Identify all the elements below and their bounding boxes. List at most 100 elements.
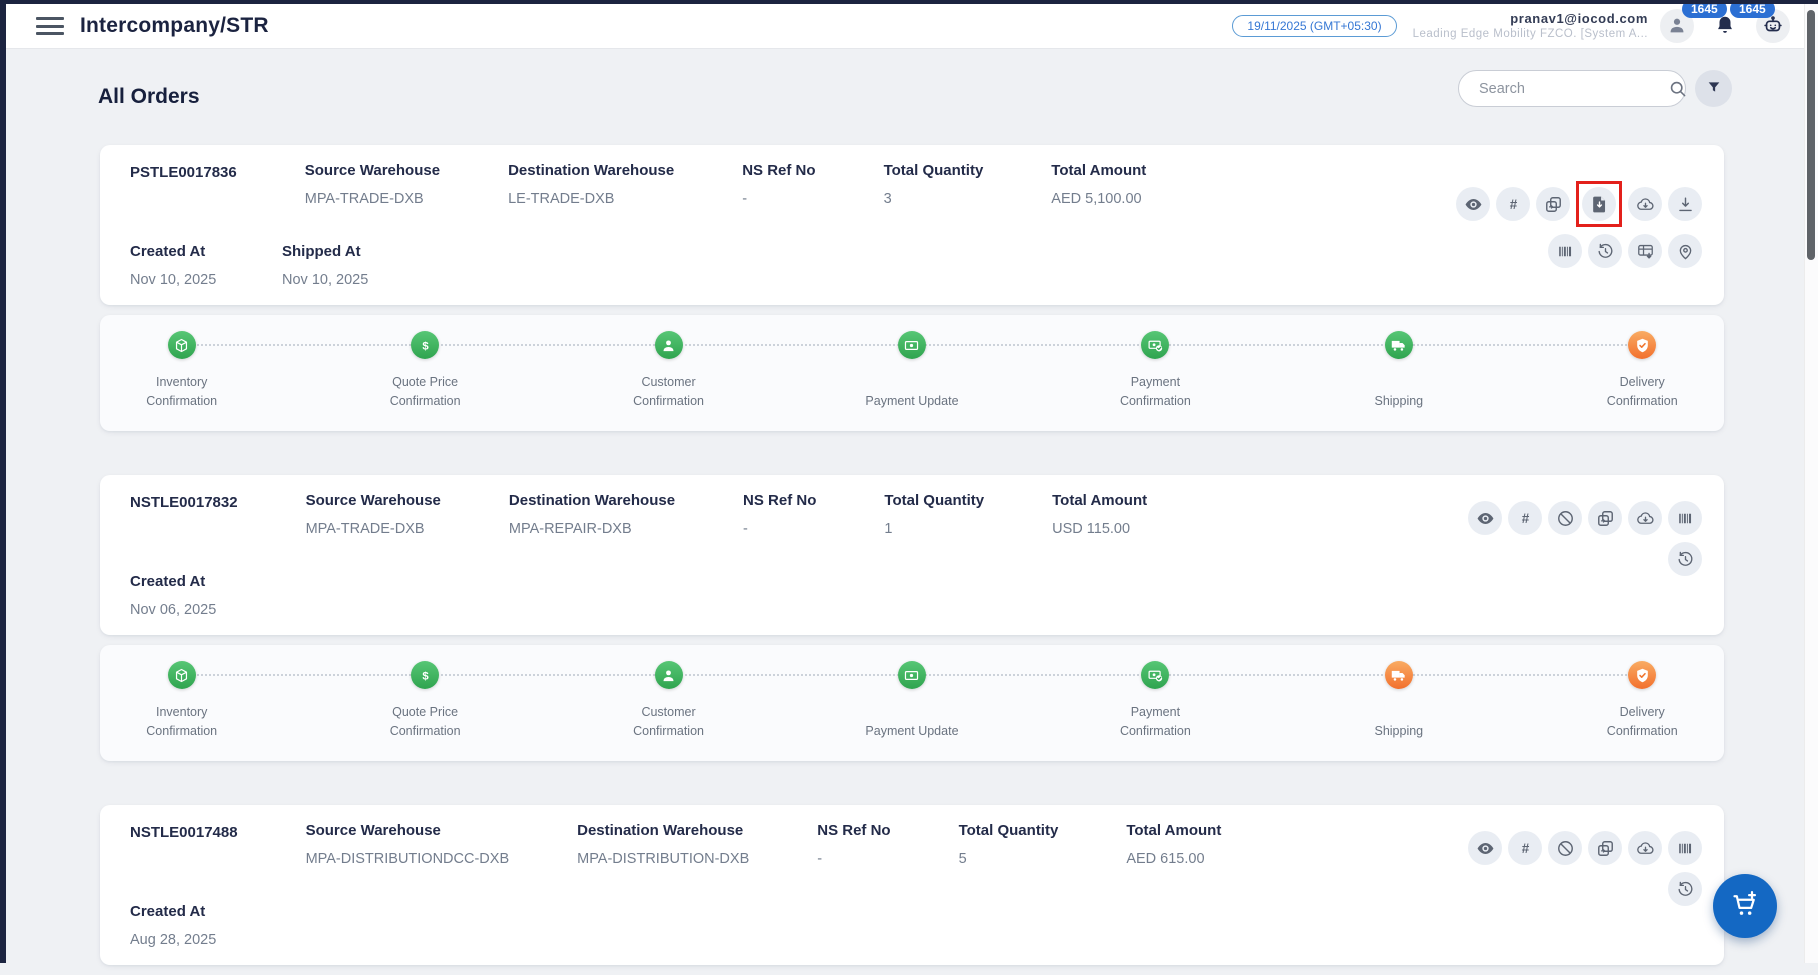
barcode-button[interactable]	[1668, 831, 1702, 865]
order-actions: #	[1456, 181, 1702, 268]
user-email: pranav1@iocod.com	[1510, 10, 1648, 26]
timeline-step-label: Quote Price Confirmation	[389, 375, 461, 408]
timeline-step: Shipping	[1277, 661, 1520, 741]
duplicate-button[interactable]	[1536, 187, 1570, 221]
svg-text:$: $	[422, 340, 429, 352]
page-title: All Orders	[98, 85, 200, 109]
filter-button[interactable]	[1695, 70, 1732, 107]
order-date-fields: Created At Nov 10, 2025 Shipped At Nov 10, …	[130, 243, 1700, 288]
block-icon	[1556, 839, 1575, 858]
hash-icon: #	[1504, 195, 1523, 214]
hash-button[interactable]: #	[1508, 501, 1542, 535]
field-value: LE-TRADE-DXB	[508, 191, 615, 207]
block-button[interactable]	[1548, 501, 1582, 535]
search-icon[interactable]	[1668, 79, 1687, 98]
search-input[interactable]	[1477, 79, 1668, 98]
timeline-step: Inventory Confirmation	[60, 661, 303, 741]
history-button[interactable]	[1668, 542, 1702, 576]
actions-row: #	[1456, 181, 1702, 227]
block-button[interactable]	[1548, 831, 1582, 865]
order-card: PSTLE0017836 Source Warehouse MPA-TRADE-D…	[100, 145, 1724, 305]
timeline-step-label: Shipping	[1374, 394, 1424, 408]
svg-text:#: #	[1509, 196, 1517, 211]
bell-icon[interactable]	[1708, 9, 1742, 43]
field-total-quantity: Total Quantity 1	[884, 492, 984, 537]
field-label: Destination Warehouse	[577, 822, 744, 839]
eye-button[interactable]	[1468, 501, 1502, 535]
eye-button[interactable]	[1468, 831, 1502, 865]
eye-button[interactable]	[1456, 187, 1490, 221]
file-download-button[interactable]	[1582, 187, 1616, 221]
timeline-step: Delivery Confirmation	[1521, 661, 1764, 741]
shipping-icon	[1384, 331, 1413, 359]
history-button[interactable]	[1588, 234, 1622, 268]
field-label: Source Warehouse	[304, 162, 441, 179]
timeline-step-label: Quote Price Confirmation	[389, 705, 461, 738]
top-bar: Intercompany/STR 19/11/2025 (GMT+05:30) …	[6, 0, 1804, 49]
cloud-download-icon	[1636, 509, 1655, 528]
menu-icon[interactable]	[36, 16, 64, 36]
order-header-fields: NSTLE0017832 Source Warehouse MPA-TRADE-D…	[130, 492, 1700, 537]
highlight-box	[1576, 181, 1622, 227]
download-button[interactable]	[1668, 187, 1702, 221]
top-edge-bar	[0, 0, 1818, 4]
order-header-fields: NSTLE0017488 Source Warehouse MPA-DISTRIB…	[130, 822, 1700, 867]
timeline-step: Payment Confirmation	[1034, 661, 1277, 741]
field-ns-ref-no: NS Ref No -	[742, 162, 815, 207]
payment-update-icon	[897, 331, 926, 359]
cloud-download-button[interactable]	[1628, 831, 1662, 865]
timeline-step: Shipping	[1277, 331, 1520, 411]
field-total-amount: Total Amount AED 5,100.00	[1051, 162, 1146, 207]
payment-confirmation-icon	[1141, 331, 1170, 359]
field-label: Total Amount	[1052, 492, 1148, 509]
field-label: Destination Warehouse	[508, 162, 675, 179]
hash-button[interactable]: #	[1508, 831, 1542, 865]
history-button[interactable]	[1668, 872, 1702, 906]
assistant: 1645	[1730, 0, 1790, 43]
timeline-step-label: Inventory Confirmation	[146, 705, 218, 738]
scrollbar-thumb[interactable]	[1807, 10, 1815, 260]
scrollbar-track[interactable]	[1804, 4, 1818, 963]
duplicate-icon	[1596, 839, 1615, 858]
eye-icon	[1476, 509, 1495, 528]
barcode-button[interactable]	[1668, 501, 1702, 535]
field-value: Nov 06, 2025	[130, 602, 217, 618]
table-download-button[interactable]	[1628, 234, 1662, 268]
field-label: Total Amount	[1051, 162, 1147, 179]
field-label: Total Quantity	[958, 822, 1059, 839]
field-value: -	[743, 521, 748, 537]
field-label: NS Ref No	[817, 822, 891, 839]
cloud-download-button[interactable]	[1628, 501, 1662, 535]
field-value: AED 615.00	[1126, 851, 1205, 867]
field-created-at: Created At Nov 10, 2025	[130, 243, 232, 288]
search-box	[1458, 70, 1686, 107]
customer-icon	[654, 661, 683, 689]
order-actions: #	[1468, 501, 1702, 576]
duplicate-button[interactable]	[1588, 831, 1622, 865]
date-timezone-badge[interactable]: 19/11/2025 (GMT+05:30)	[1232, 15, 1397, 37]
hash-button[interactable]: #	[1496, 187, 1530, 221]
duplicate-button[interactable]	[1588, 501, 1622, 535]
cloud-download-button[interactable]	[1628, 187, 1662, 221]
left-edge-bar	[0, 0, 6, 963]
barcode-button[interactable]	[1548, 234, 1582, 268]
field-value: -	[817, 851, 823, 867]
barcode-icon	[1676, 509, 1695, 528]
location-button[interactable]	[1668, 234, 1702, 268]
order-timeline: Inventory Confirmation $ Quote Price Confi…	[100, 315, 1724, 431]
order-number: NSTLE0017488	[130, 824, 238, 841]
field-value: USD 115.00	[1052, 521, 1131, 537]
field-value: Nov 10, 2025	[282, 272, 369, 288]
field-label: Shipped At	[282, 243, 361, 260]
add-cart-button[interactable]	[1713, 874, 1777, 938]
order-date-fields: Created At Aug 28, 2025	[130, 903, 1700, 948]
file-download-icon	[1590, 195, 1609, 214]
timeline-step: $ Quote Price Confirmation	[303, 331, 546, 411]
timeline-step-label: Payment Confirmation	[1119, 705, 1191, 738]
timeline-steps: Inventory Confirmation $ Quote Price Confi…	[60, 661, 1764, 741]
user-organization: Leading Edge Mobility FZCO. [System A...	[1412, 27, 1648, 40]
svg-text:$: $	[422, 670, 429, 682]
field-label: Created At	[130, 243, 206, 260]
field-value: Aug 28, 2025	[130, 932, 217, 948]
content-area: All Orders PSTLE0017836 Source Warehouse…	[6, 49, 1804, 965]
